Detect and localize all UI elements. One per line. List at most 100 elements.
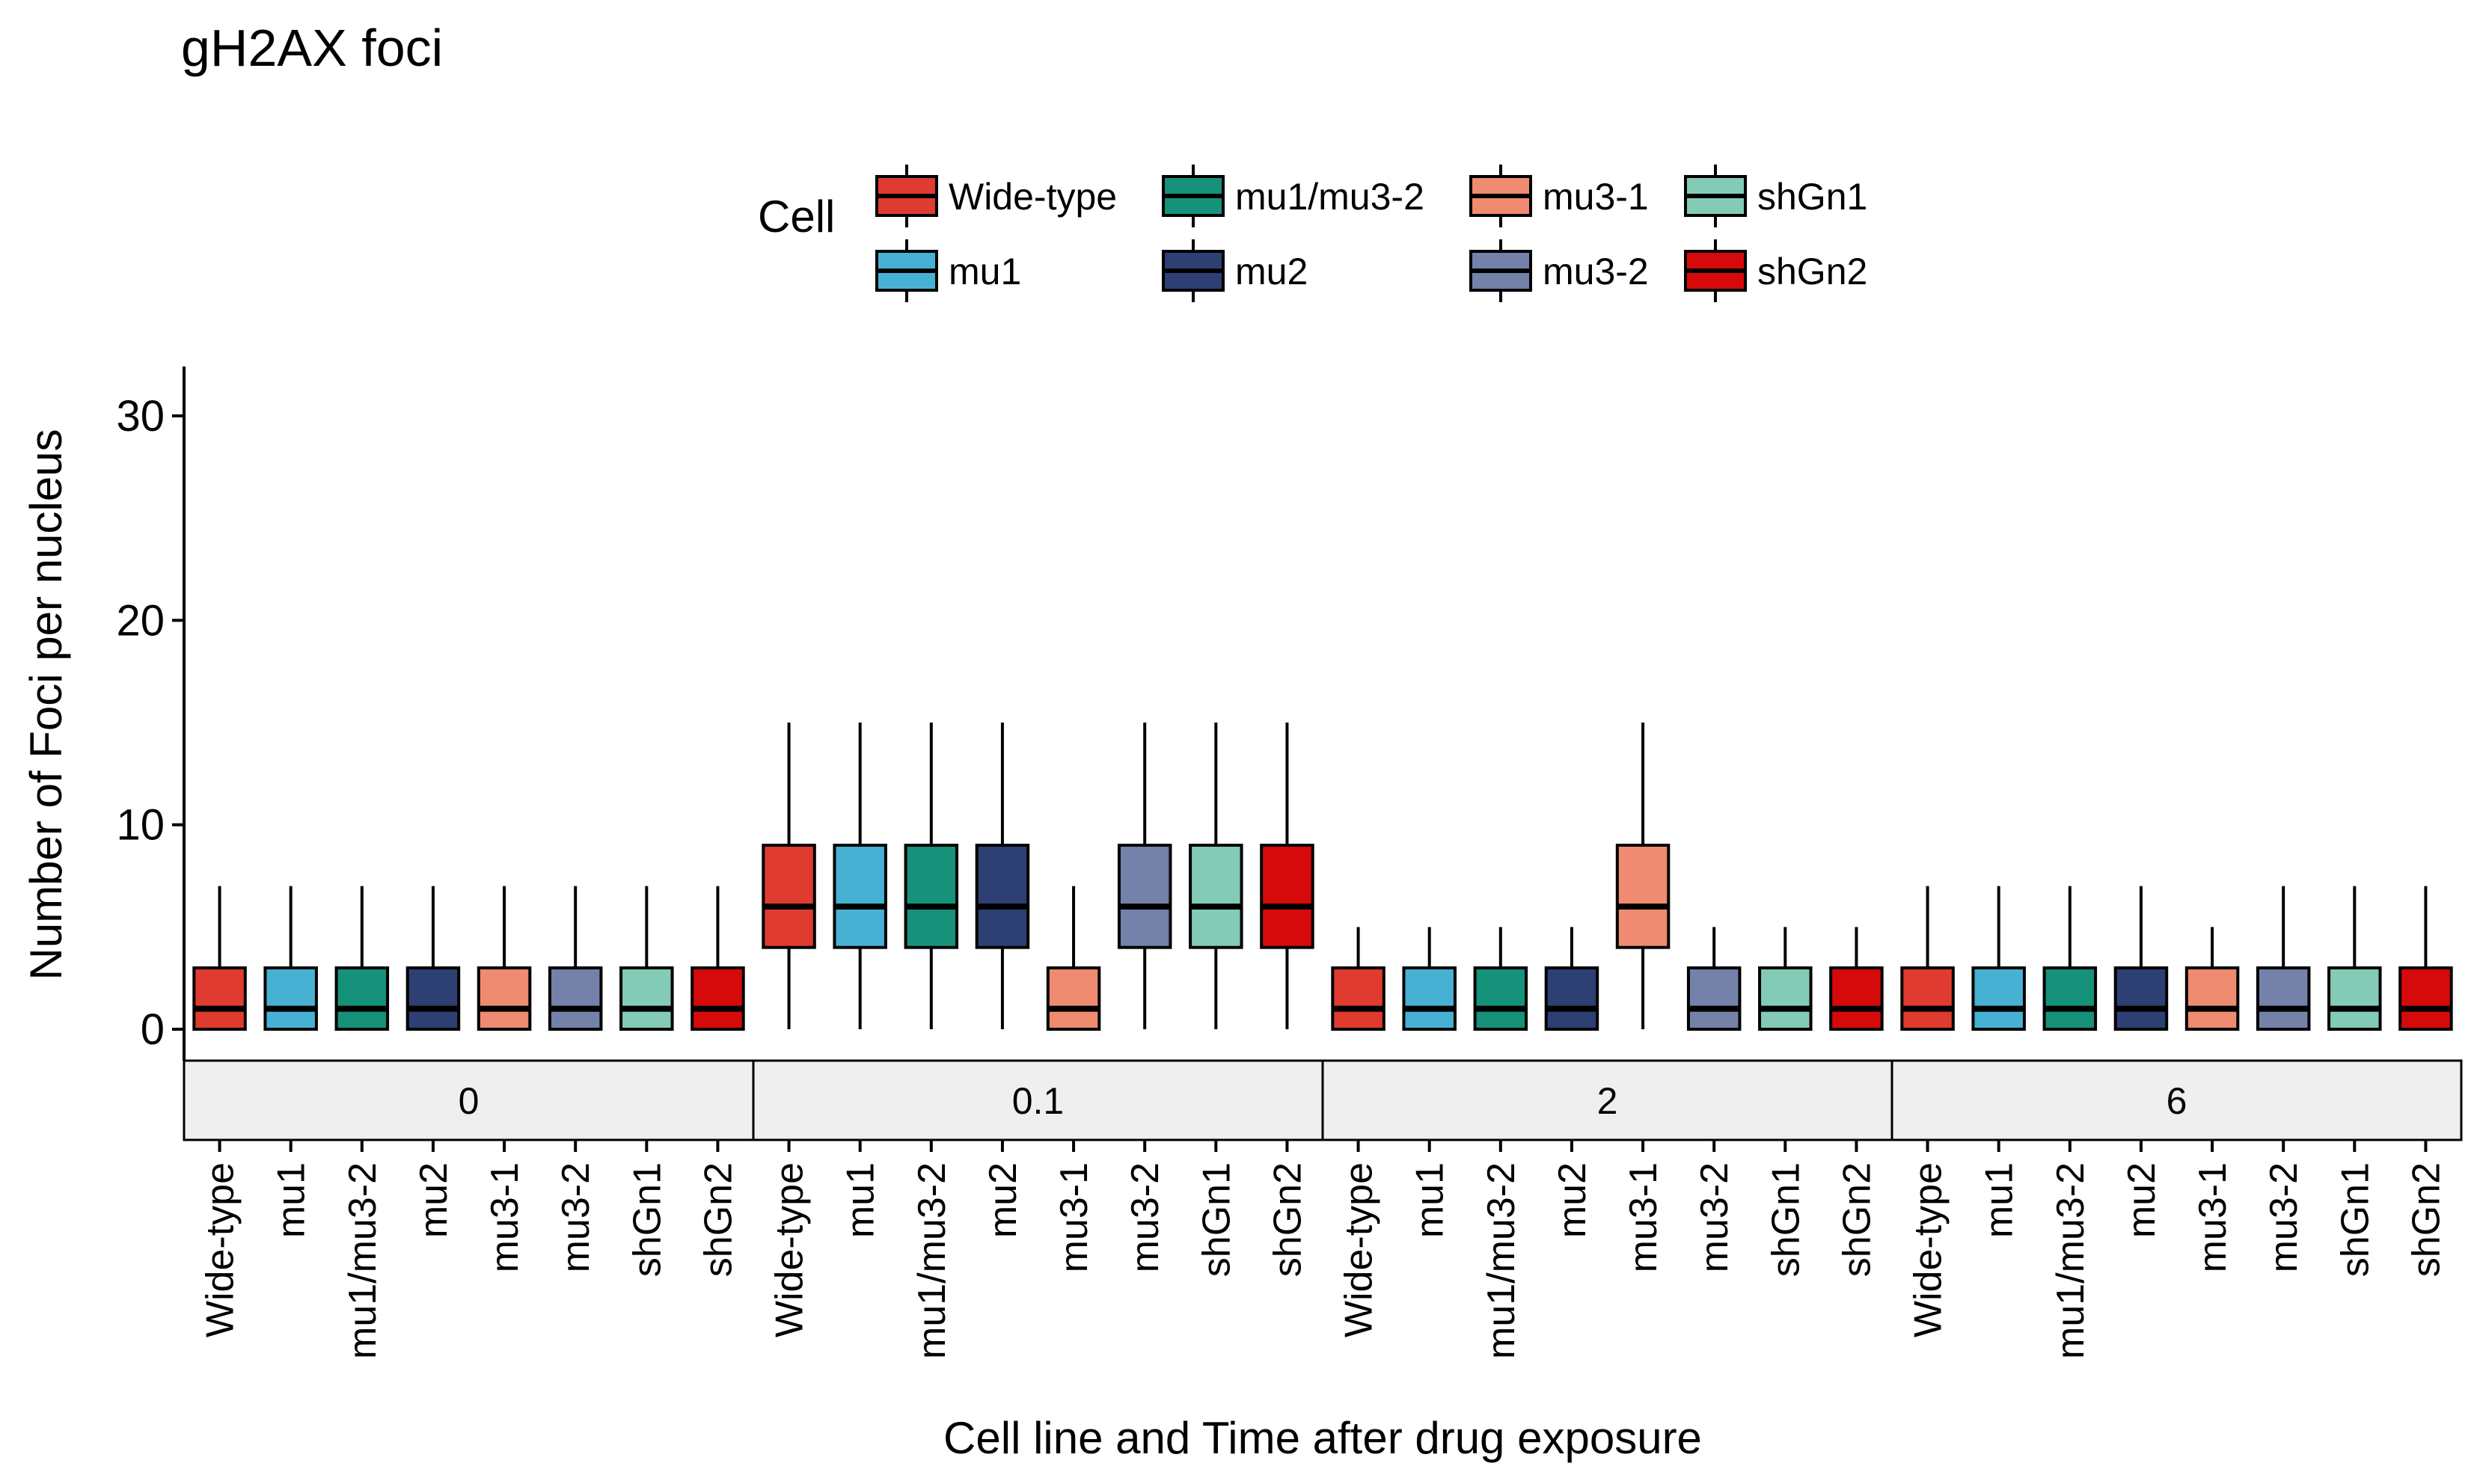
box-body — [548, 966, 603, 1031]
facet-strip-2 — [1321, 1059, 1893, 1141]
box-2-mu3-1 — [1615, 723, 1671, 1029]
box-body — [334, 966, 390, 1031]
box-6-shGn2 — [2398, 886, 2453, 1031]
x-tick-label: Wide-type — [1907, 1162, 1950, 1337]
box-0.1-Wide-type — [762, 723, 816, 1029]
box-body — [904, 844, 959, 949]
box-body — [1046, 966, 1101, 1031]
legend-item: mu1 — [875, 239, 1021, 302]
box-body — [1117, 844, 1172, 949]
box-body — [192, 966, 247, 1031]
box-0-shGn2 — [691, 886, 745, 1031]
box-body — [1402, 966, 1457, 1031]
legend-label: mu1 — [949, 251, 1021, 292]
box-body — [1189, 844, 1243, 949]
box-body — [1686, 966, 1742, 1031]
x-tick-label: Wide-type — [199, 1162, 242, 1337]
x-tick-label: mu1 — [1409, 1162, 1452, 1238]
box-2-mu1/mu3-2 — [1473, 927, 1528, 1031]
box-6-mu3-2 — [2256, 886, 2311, 1031]
box-body — [2398, 966, 2453, 1031]
box-body — [1544, 966, 1599, 1031]
box-body — [2113, 966, 2169, 1031]
x-tick-label: mu3-1 — [1053, 1162, 1096, 1272]
legend-item: mu3-1 — [1469, 165, 1649, 227]
box-0-mu3-1 — [477, 886, 532, 1031]
legend-label: mu2 — [1235, 251, 1308, 292]
box-body — [1473, 966, 1528, 1031]
box-0.1-shGn2 — [1260, 723, 1314, 1029]
facet-strip-0.1 — [752, 1059, 1324, 1141]
box-0-mu3-2 — [548, 886, 603, 1031]
box-0-mu2 — [405, 886, 461, 1031]
facet-strip-6 — [1890, 1059, 2463, 1141]
y-tick-label: 30 — [116, 392, 165, 441]
box-body — [1900, 966, 1955, 1031]
x-tick-label: mu3-2 — [1124, 1162, 1167, 1272]
box-body — [1260, 844, 1314, 949]
box-body — [2327, 966, 2382, 1031]
facet-strip-label: 0 — [459, 1080, 480, 1122]
x-tick-label: Wide-type — [768, 1162, 812, 1337]
y-tick-label: 0 — [141, 1005, 165, 1054]
box-body — [1758, 966, 1813, 1031]
x-tick-label: shGn2 — [1266, 1162, 1309, 1277]
legend-label: mu3-2 — [1543, 251, 1649, 292]
legend-item: mu1/mu3-2 — [1162, 165, 1424, 227]
x-tick-label: mu3-2 — [1693, 1162, 1736, 1272]
x-tick-label: mu1 — [1978, 1162, 2021, 1238]
box-2-shGn1 — [1758, 927, 1813, 1031]
box-0-mu1/mu3-2 — [334, 886, 390, 1031]
x-tick-label: shGn1 — [625, 1162, 669, 1277]
box-6-mu1/mu3-2 — [2042, 886, 2098, 1031]
x-tick-label: mu3-1 — [1622, 1162, 1665, 1272]
legend-label: shGn1 — [1757, 176, 1867, 218]
x-tick-label: mu3-1 — [483, 1162, 527, 1272]
facet-strip-label: 2 — [1597, 1080, 1618, 1122]
box-body — [2256, 966, 2311, 1031]
box-6-shGn1 — [2327, 886, 2382, 1031]
box-6-Wide-type — [1900, 886, 1955, 1031]
legend-item: mu2 — [1162, 239, 1308, 302]
box-body — [833, 844, 887, 949]
box-0-shGn1 — [619, 886, 674, 1031]
box-body — [405, 966, 461, 1031]
box-body — [1331, 966, 1385, 1031]
x-tick-label: mu3-1 — [2191, 1162, 2235, 1272]
x-tick-label: shGn1 — [2333, 1162, 2377, 1277]
facet-strip-label: 0.1 — [1012, 1080, 1065, 1122]
legend: Cell Wide-type mu1 mu1/mu3-2 mu2 mu3-1 mu3-2 s… — [758, 165, 1867, 302]
box-body — [1615, 844, 1671, 949]
box-body — [691, 966, 745, 1031]
box-0.1-mu1 — [833, 723, 887, 1029]
x-tick-label: shGn1 — [1195, 1162, 1238, 1277]
box-2-Wide-type — [1331, 927, 1385, 1031]
x-tick-label: mu1 — [839, 1162, 883, 1238]
legend-item: mu3-2 — [1469, 239, 1649, 302]
legend-label: Wide-type — [949, 176, 1117, 218]
x-tick-label: mu3-2 — [2262, 1162, 2306, 1272]
facet-strips: 0 0.1 2 6 — [183, 1059, 2463, 1141]
box-0.1-mu3-2 — [1117, 723, 1172, 1029]
box-6-mu3-1 — [2184, 927, 2240, 1031]
x-tick-label: shGn2 — [2404, 1162, 2448, 1277]
facet-strip-0 — [183, 1059, 755, 1141]
box-6-mu1 — [1971, 886, 2026, 1031]
x-tick-label: mu3-2 — [554, 1162, 598, 1272]
x-tick-label: mu2 — [1551, 1162, 1594, 1238]
y-tick-label: 20 — [116, 596, 165, 645]
x-tick-label: mu1 — [270, 1162, 313, 1238]
box-body — [2184, 966, 2240, 1031]
x-tick-label: shGn2 — [1835, 1162, 1879, 1277]
y-axis: 0 10 20 30 — [116, 367, 186, 1061]
box-0.1-shGn1 — [1189, 723, 1243, 1029]
y-axis-label: Number of Foci per nucleus — [21, 429, 71, 981]
legend-label: mu1/mu3-2 — [1235, 176, 1424, 218]
box-2-mu1 — [1402, 927, 1457, 1031]
x-tick-label: mu1/mu3-2 — [910, 1162, 954, 1359]
box-body — [619, 966, 674, 1031]
box-6-mu2 — [2113, 886, 2169, 1031]
box-2-mu3-2 — [1686, 927, 1742, 1031]
x-tick-label: shGn2 — [696, 1162, 740, 1277]
box-body — [477, 966, 532, 1031]
